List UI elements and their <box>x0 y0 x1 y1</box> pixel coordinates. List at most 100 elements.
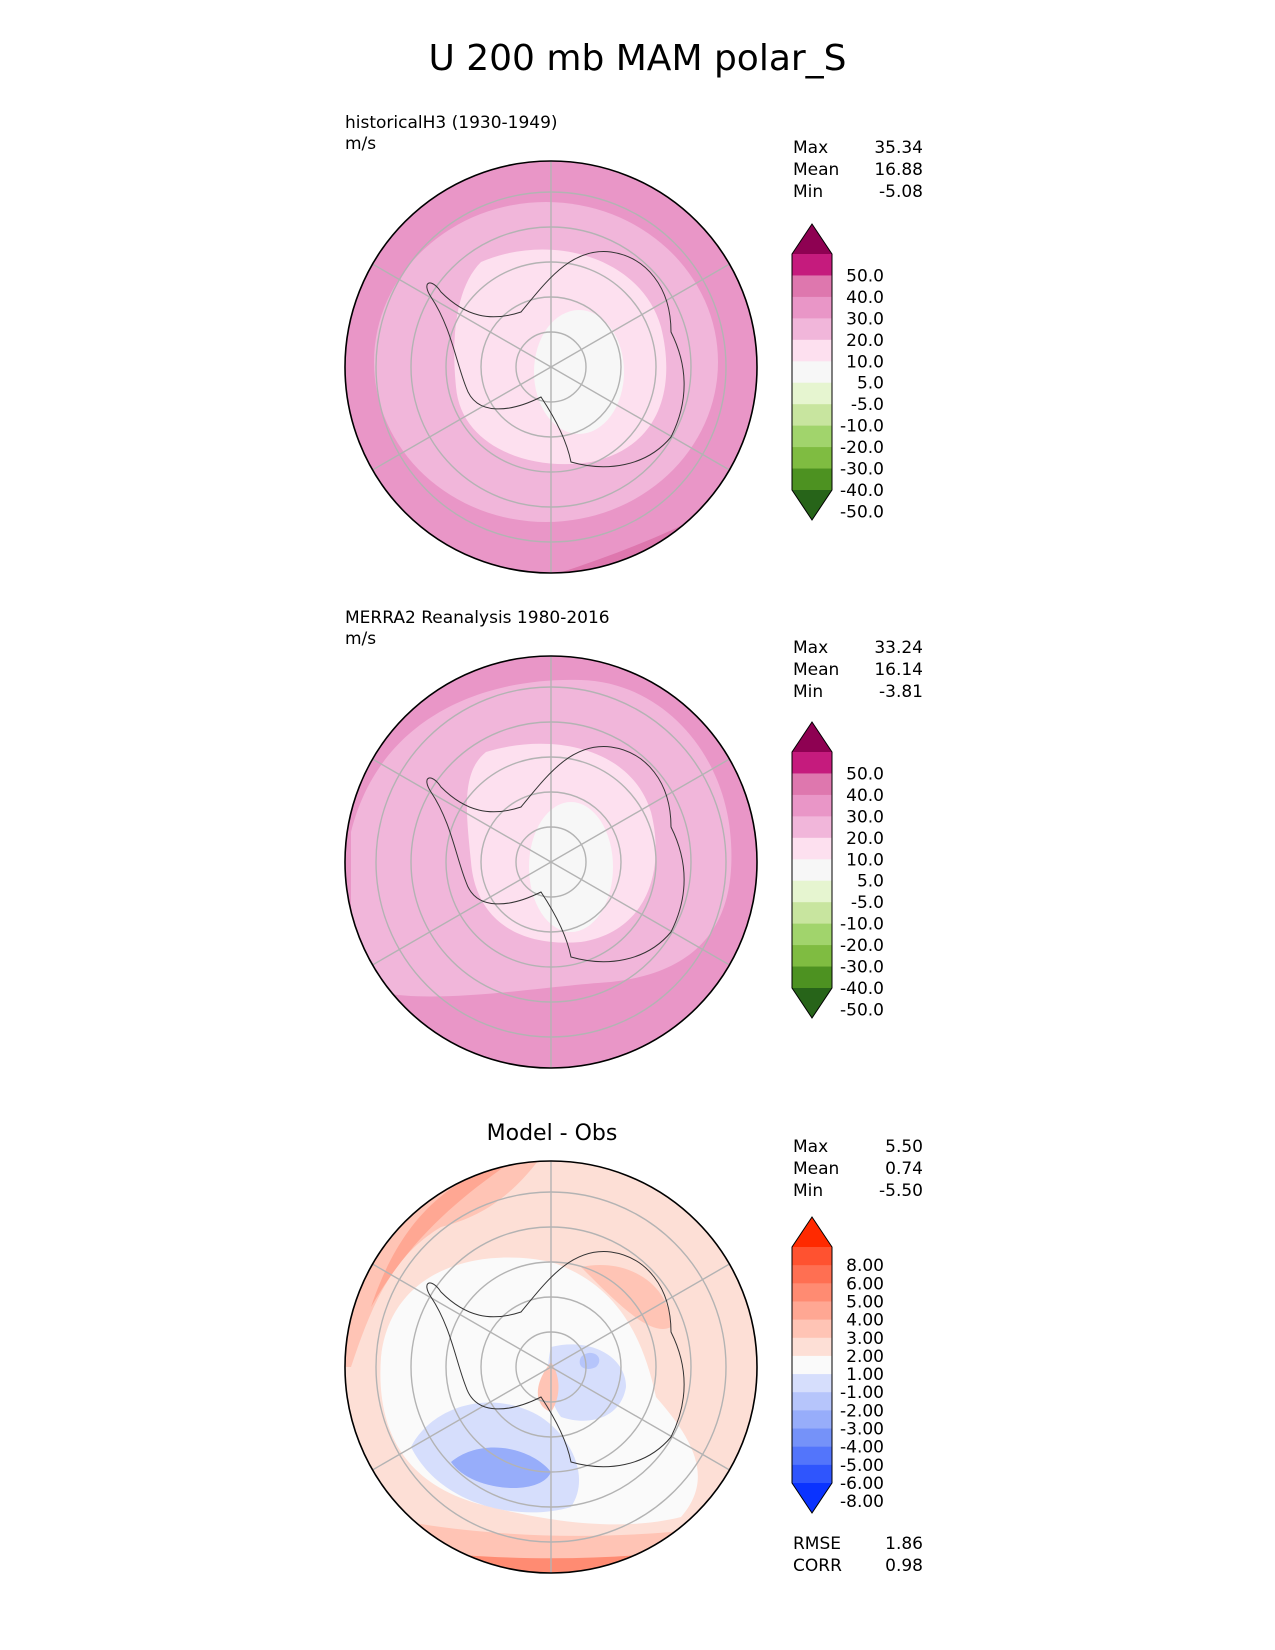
max-value: 5.50 <box>885 1137 923 1157</box>
corr-label: CORR <box>793 1556 842 1576</box>
mean-value: 0.74 <box>885 1159 923 1179</box>
colorbar-tick-label: -1.00 <box>840 1383 884 1403</box>
polar-map-obs <box>344 655 758 1069</box>
colorbar-segment <box>792 859 832 882</box>
contour-fill-2-3 <box>581 1265 671 1329</box>
colorbar-tick-label: -3.00 <box>840 1420 884 1440</box>
min-label: Min <box>793 682 824 702</box>
colorbar-segment <box>792 1283 832 1302</box>
colorbar-extend-min <box>792 490 832 520</box>
colorbar: 50.040.030.020.010.05.0-5.0-10.0-20.0-30… <box>791 721 884 1020</box>
map-boundary <box>344 160 758 574</box>
colorbar-segment <box>792 339 832 362</box>
colorbar-segment <box>792 1410 832 1430</box>
contour-fill-neg2-neg1 <box>548 1344 626 1421</box>
colorbar-tick-label: -30.0 <box>840 460 884 480</box>
colorbar-segment <box>792 1247 832 1266</box>
colorbar-tick-label: -40.0 <box>840 979 884 999</box>
colorbar-tick-label: -2.00 <box>840 1401 884 1421</box>
contour-fill-neg4-neg3 <box>451 1447 551 1489</box>
panel-label: MERRA2 Reanalysis 1980-2016 m/s <box>345 608 610 650</box>
stats-box: Max 35.34 Mean 16.88 Min -5.08 <box>793 137 923 203</box>
colorbar-tick-label: 8.00 <box>846 1256 884 1276</box>
colorbar-segment <box>792 1464 832 1484</box>
graticule <box>368 161 734 573</box>
colorbar-segment <box>792 1265 832 1284</box>
colorbar-outline <box>791 223 833 521</box>
antarctica-coastline <box>426 1251 685 1468</box>
colorbar-tick-label: 5.0 <box>857 872 884 892</box>
colorbar-segment <box>792 945 832 968</box>
colorbar-segment <box>792 1319 832 1339</box>
colorbar-segment <box>792 468 832 491</box>
mean-value: 16.14 <box>874 660 923 680</box>
panel-units-label: m/s <box>345 629 377 649</box>
panel-dataset-label: MERRA2 Reanalysis 1980-2016 <box>345 608 610 628</box>
polar-map-model <box>344 160 758 574</box>
panel-model: historicalH3 (1930-1949) m/s Max 35.34 Me… <box>0 110 1275 600</box>
contour-fill-neg5-5 <box>529 802 613 932</box>
colorbar-tick-label: 50.0 <box>846 764 884 784</box>
colorbar-tick-label: -10.0 <box>840 417 884 437</box>
colorbar-segment <box>792 275 832 298</box>
contour-fill-neg5-5 <box>534 310 624 434</box>
max-label: Max <box>793 1137 829 1157</box>
colorbar-tick-label: 20.0 <box>846 331 884 351</box>
colorbar-tick-label: -4.00 <box>840 1438 884 1458</box>
colorbar-segment <box>792 361 832 384</box>
map-boundary <box>344 655 758 1069</box>
mean-label: Mean <box>793 160 840 180</box>
graticule <box>368 656 734 1068</box>
graticule <box>368 1161 734 1573</box>
max-value: 33.24 <box>874 638 923 658</box>
panel-dataset-label: historicalH3 (1930-1949) <box>345 113 558 133</box>
figure-title: U 200 mb MAM polar_S <box>428 38 847 79</box>
colorbar: 50.040.030.020.010.05.0-5.0-10.0-20.0-30… <box>791 223 884 522</box>
colorbar-tick-label: 30.0 <box>846 807 884 827</box>
panel-title: Model - Obs <box>486 1121 618 1146</box>
colorbar-tick-label: 10.0 <box>846 352 884 372</box>
colorbar-segment <box>792 425 832 448</box>
colorbar-tick-label: -50.0 <box>840 502 884 522</box>
panel-difference: Model - Obs Max 5.50 Me <box>0 1110 1275 1600</box>
colorbar-tick-label: 20.0 <box>846 829 884 849</box>
colorbar-tick-label: -50.0 <box>840 1000 884 1020</box>
colorbar: 8.006.005.004.003.002.001.00-1.00-2.00-3… <box>791 1216 884 1514</box>
max-label: Max <box>793 638 829 658</box>
colorbar-tick-label: 5.0 <box>857 374 884 394</box>
colorbar-tick-label: -10.0 <box>840 915 884 935</box>
colorbar-segment <box>792 966 832 989</box>
colorbar-tick-label: 4.00 <box>846 1311 884 1331</box>
colorbar-segment <box>792 382 832 405</box>
colorbar-tick-label: 50.0 <box>846 266 884 286</box>
colorbar-segment <box>792 1337 832 1357</box>
colorbar-segment <box>792 773 832 796</box>
colorbar-segment <box>792 1446 832 1466</box>
colorbar-segment <box>792 902 832 925</box>
colorbar-tick-label: 10.0 <box>846 850 884 870</box>
colorbar-tick-label: 40.0 <box>846 288 884 308</box>
antarctica-coastline <box>426 746 685 963</box>
min-value: -5.08 <box>879 182 923 202</box>
colorbar-tick-label: -40.0 <box>840 481 884 501</box>
panel-obs: MERRA2 Reanalysis 1980-2016 m/s Max 33.24… <box>0 605 1275 1095</box>
colorbar-segment <box>792 1392 832 1411</box>
colorbar-extend-max <box>792 722 832 752</box>
max-label: Max <box>793 138 829 158</box>
map-boundary <box>344 1160 758 1574</box>
mean-label: Mean <box>793 660 840 680</box>
mean-value: 16.88 <box>874 160 923 180</box>
panel-units-label: m/s <box>345 134 377 154</box>
rmse-value: 1.86 <box>885 1534 923 1554</box>
min-label: Min <box>793 1181 824 1201</box>
colorbar-tick-label: 3.00 <box>846 1329 884 1349</box>
colorbar-segment <box>792 1355 832 1375</box>
colorbar-tick-label: -6.00 <box>840 1474 884 1494</box>
max-value: 35.34 <box>874 138 923 158</box>
stats-box: Max 33.24 Mean 16.14 Min -3.81 <box>793 637 923 703</box>
antarctica-coastline <box>426 251 685 468</box>
colorbar-segment <box>792 923 832 946</box>
colorbar-tick-label: 2.00 <box>846 1347 884 1367</box>
colorbar-tick-label: 40.0 <box>846 786 884 806</box>
colorbar-outline <box>791 1216 833 1514</box>
